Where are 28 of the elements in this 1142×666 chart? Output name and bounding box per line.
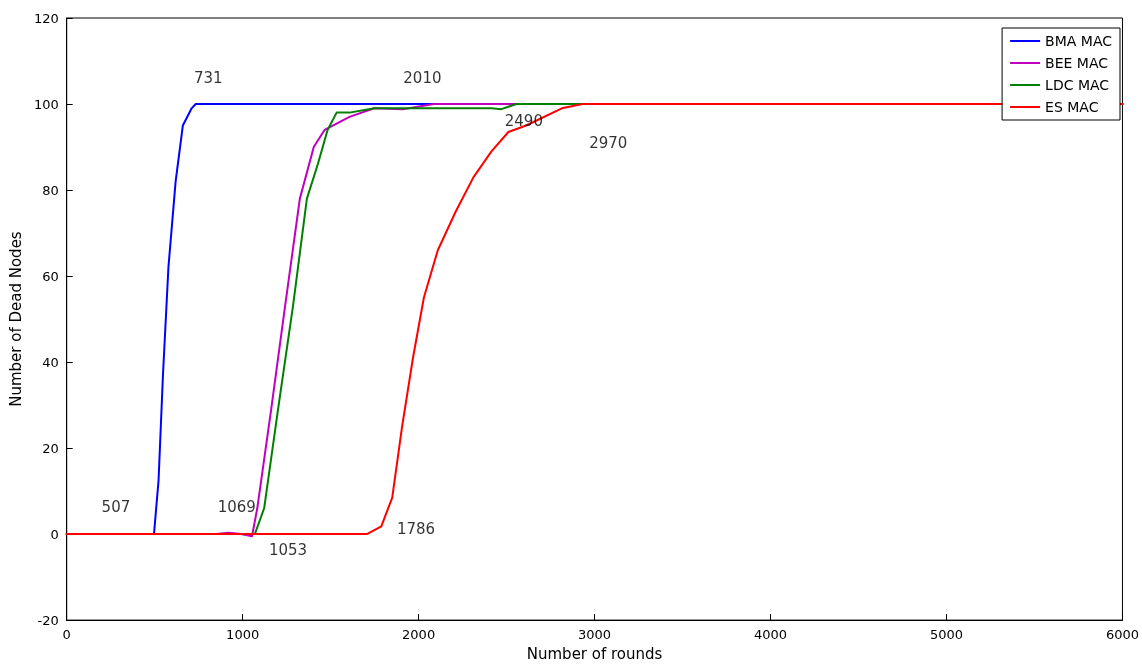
annotation: 2970 <box>589 134 628 153</box>
annotation: 2010 <box>403 69 442 88</box>
annotation: 1069 <box>217 498 256 517</box>
x-tick-label: 3000 <box>578 627 612 643</box>
y-tick-label: 40 <box>42 354 59 370</box>
x-tick-label: 0 <box>62 627 71 643</box>
legend-label: BEE MAC <box>1045 55 1109 71</box>
y-tick-label: -20 <box>37 612 59 628</box>
x-tick-label: 4000 <box>754 627 788 643</box>
annotation: 1053 <box>268 541 308 560</box>
y-axis-title: Number of Dead Nodes <box>6 231 25 407</box>
x-tick-label: 5000 <box>929 627 964 643</box>
y-tick-label: 60 <box>42 268 59 284</box>
y-tick-label: 120 <box>33 10 59 26</box>
legend-label: ES MAC <box>1045 99 1099 115</box>
x-tick-label: 6000 <box>1105 627 1139 643</box>
annotation: 507 <box>101 498 131 517</box>
annotation: 731 <box>194 69 223 88</box>
x-axis-title: Number of rounds <box>526 644 663 663</box>
annotation: 1786 <box>396 520 436 539</box>
y-tick-label: 20 <box>42 440 59 456</box>
y-tick-label: 0 <box>50 526 59 542</box>
legend-label: BMA MAC <box>1045 33 1113 49</box>
y-tick-label: 80 <box>42 182 59 198</box>
x-tick-label: 1000 <box>226 627 260 643</box>
legend-label: LDC MAC <box>1045 77 1110 93</box>
x-tick-label: 2000 <box>402 627 436 643</box>
y-tick-label: 100 <box>33 96 59 112</box>
